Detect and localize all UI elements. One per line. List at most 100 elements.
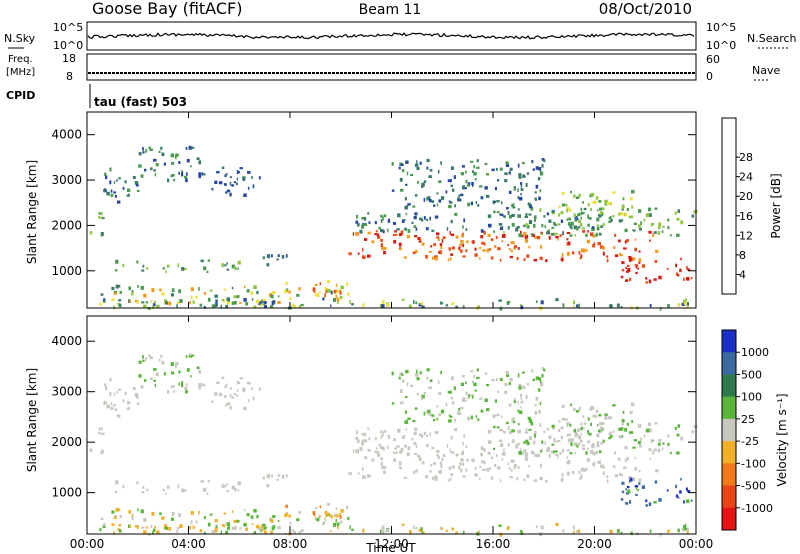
velocity-cell — [580, 432, 583, 436]
velocity-cell — [449, 390, 452, 394]
power-cell — [434, 256, 438, 261]
power-cell — [606, 255, 609, 258]
velocity-cell — [138, 374, 142, 378]
power-cell — [381, 304, 385, 308]
velocity-cell — [578, 470, 581, 475]
power-cell — [667, 218, 670, 222]
power-cell — [545, 259, 548, 262]
velocity-cell — [557, 439, 561, 443]
velocity-cell — [544, 441, 547, 445]
power-cell — [498, 223, 503, 226]
freq-left-label-2: [MHz] — [6, 67, 35, 78]
velocity-cell — [335, 515, 339, 518]
power-cell — [568, 222, 571, 226]
power-cell — [448, 204, 452, 209]
velocity-cell — [347, 516, 350, 521]
power-cell — [691, 214, 695, 218]
power-cell — [582, 230, 586, 233]
power-cell — [496, 211, 500, 214]
power-cell — [237, 267, 239, 270]
velocity-cell — [546, 427, 549, 431]
velocity-cell — [568, 433, 572, 437]
power-cell — [428, 175, 432, 178]
velocity-cell — [401, 379, 405, 383]
velocity-cell — [621, 418, 625, 423]
y-tick-label: 2000 — [51, 218, 82, 232]
power-cell — [398, 166, 401, 170]
power-cell — [233, 301, 237, 305]
velocity-cell — [628, 476, 632, 480]
power-cell — [483, 230, 486, 235]
velocity-cell — [486, 408, 490, 412]
velocity-cell — [612, 465, 616, 468]
velocity-cell — [511, 418, 515, 422]
velocity-cell — [649, 529, 652, 533]
velocity-cell — [399, 372, 402, 376]
power-cell — [626, 208, 629, 211]
power-cell — [461, 186, 465, 190]
velocity-cell — [420, 435, 424, 438]
power-cell — [680, 257, 682, 261]
velocity-cell — [322, 523, 325, 526]
power-cell — [610, 218, 613, 222]
velocity-cell — [144, 379, 147, 382]
velocity-cell — [98, 431, 101, 435]
power-cell — [229, 176, 232, 179]
velocity-cell — [233, 393, 236, 395]
power-cell — [497, 247, 501, 251]
power-cell — [223, 288, 226, 291]
power-cell — [453, 175, 456, 180]
power-cell — [602, 207, 605, 211]
velocity-cell — [683, 527, 688, 531]
velocity-cell — [666, 489, 669, 492]
power-cell — [462, 305, 465, 309]
noise-left-tick-top: 10^5 — [53, 21, 83, 34]
velocity-cell — [451, 401, 455, 405]
velocity-cell — [602, 465, 605, 469]
power-cell — [462, 185, 466, 188]
power-cell — [482, 249, 486, 252]
velocity-cell — [422, 531, 425, 535]
power-cell — [114, 269, 118, 272]
velocity-cell — [511, 429, 515, 433]
velocity-cell — [643, 434, 646, 438]
power-cell — [460, 239, 464, 244]
power-cell — [277, 254, 280, 257]
velocity-cell — [538, 410, 541, 414]
velocity-cell — [235, 394, 238, 397]
velocity-cell — [218, 392, 223, 396]
velocity-cell — [554, 450, 558, 453]
power-cell — [503, 215, 506, 218]
power-cell — [175, 156, 177, 160]
velocity-cell — [602, 439, 605, 443]
velocity-cell — [596, 450, 598, 455]
velocity-cell — [679, 490, 682, 494]
velocity-cell — [496, 378, 498, 382]
velocity-ylabel: Slant Range [km] — [25, 368, 39, 472]
velocity-cell — [387, 434, 391, 439]
power-cell — [413, 216, 417, 220]
power-cell — [523, 224, 526, 228]
velocity-cell — [428, 386, 432, 390]
velocity-cell — [433, 418, 436, 422]
power-cell — [620, 212, 624, 216]
velocity-cell — [440, 409, 445, 414]
power-cell — [610, 215, 612, 219]
velocity-cell — [524, 457, 529, 461]
noise-right-label: N.Search — [747, 32, 797, 45]
velocity-cell — [355, 449, 359, 454]
power-cell — [500, 213, 504, 217]
velocity-cell — [361, 441, 365, 446]
power-cell — [459, 246, 461, 249]
velocity-cell — [515, 444, 519, 449]
velocity-cell — [511, 439, 515, 444]
velocity-cell — [484, 461, 486, 465]
velocity-cell — [233, 519, 237, 523]
velocity-cell — [418, 458, 422, 461]
velocity-cell — [572, 531, 575, 534]
power-cell — [207, 297, 211, 302]
power-cell — [272, 291, 276, 294]
velocity-cell — [494, 463, 497, 467]
velocity-cell — [316, 517, 320, 522]
power-cell — [236, 177, 239, 181]
